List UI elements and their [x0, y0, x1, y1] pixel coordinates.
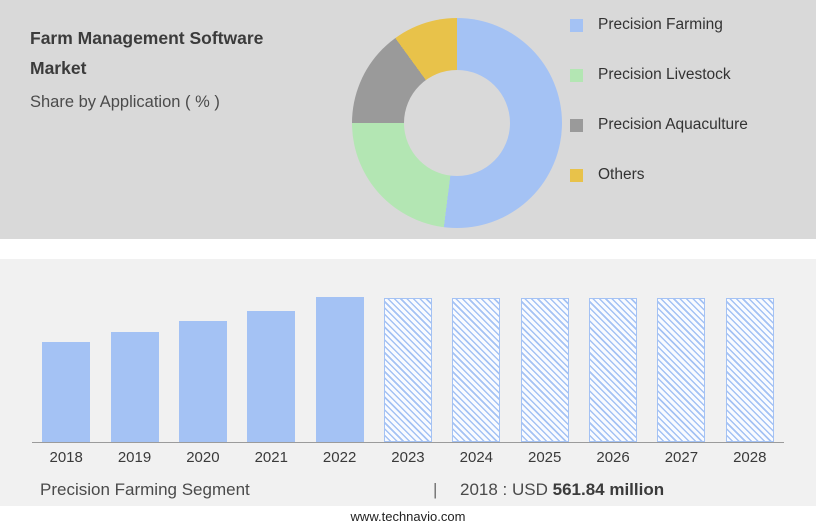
bar-2020 — [178, 321, 227, 442]
legend-item-others: Others — [570, 163, 748, 187]
legend-item-precision-farming: Precision Farming — [570, 13, 748, 37]
bar-2023 — [383, 298, 432, 442]
x-axis: 2018 2019 2020 2021 2022 2023 2024 2025 2026 2027… — [32, 449, 784, 466]
website-text: www.technavio.com — [350, 509, 466, 524]
x-tick-2023: 2023 — [391, 449, 425, 466]
x-tick-2020: 2020 — [186, 449, 220, 466]
bar-2028 — [725, 298, 774, 442]
x-tick-2021: 2021 — [254, 449, 288, 466]
separator: | — [433, 480, 438, 499]
x-tick-2026: 2026 — [596, 449, 630, 466]
bar-2019 — [110, 332, 159, 442]
legend-swatch-precision-farming — [570, 18, 583, 32]
bar-2027 — [657, 298, 706, 442]
bar-2021 — [247, 311, 296, 442]
legend-swatch-precision-livestock — [570, 68, 583, 82]
bar-2024 — [452, 298, 501, 442]
legend-label-precision-farming: Precision Farming — [598, 16, 723, 33]
bar-chart-panel: 2018 2019 2020 2021 2022 2023 2024 2025 2026 2027… — [0, 259, 816, 506]
donut-hole — [404, 70, 510, 176]
bar-2026 — [589, 298, 638, 442]
value-prefix: 2018 : USD — [460, 480, 553, 499]
summary-row: Precision Farming Segment | 2018 : USD 5… — [0, 480, 816, 504]
legend-label-precision-aquaculture: Precision Aquaculture — [598, 116, 748, 133]
value-amount: 561.84 million — [552, 480, 665, 499]
segment-label: Precision Farming Segment — [40, 480, 250, 499]
bar-2025 — [520, 298, 569, 442]
donut-chart — [352, 18, 562, 228]
segment-value: 2018 : USD 561.84 million — [460, 480, 664, 500]
x-tick-2024: 2024 — [459, 449, 494, 466]
x-tick-2022: 2022 — [322, 449, 357, 466]
page-title: Farm Management Software Market — [30, 28, 264, 78]
x-tick-2025: 2025 — [528, 449, 562, 466]
legend-item-precision-aquaculture: Precision Aquaculture — [570, 113, 748, 137]
legend-swatch-others — [570, 168, 583, 182]
bar-2018 — [42, 342, 91, 442]
legend-label-precision-livestock: Precision Livestock — [598, 66, 731, 83]
title-block: Farm Management Software Market Share by… — [30, 24, 310, 112]
legend-swatch-precision-aquaculture — [570, 118, 583, 132]
x-tick-2019: 2019 — [117, 449, 152, 466]
bar-plot — [32, 283, 784, 443]
bar-2022 — [315, 297, 364, 442]
legend-label-others: Others — [598, 166, 645, 183]
x-tick-2027: 2027 — [664, 449, 699, 466]
legend-item-precision-livestock: Precision Livestock — [570, 63, 748, 87]
page-subtitle: Share by Application ( % ) — [30, 92, 220, 111]
x-tick-2018: 2018 — [49, 449, 83, 466]
legend: Precision Farming Precision Livestock Pr… — [570, 13, 748, 213]
header-panel: Farm Management Software Market Share by… — [0, 0, 816, 239]
x-tick-2028: 2028 — [733, 449, 767, 466]
